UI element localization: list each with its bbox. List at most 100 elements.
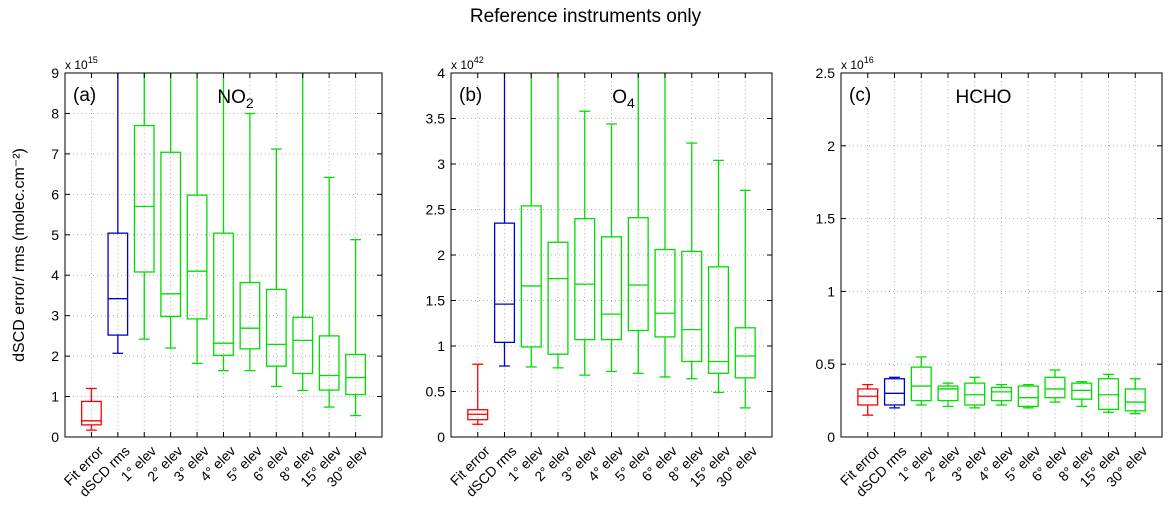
box-3 [520,73,542,368]
iqr-box [1044,376,1066,399]
iqr-box [292,316,314,375]
box-9 [1071,381,1093,408]
iqr-box [345,353,367,396]
box-8 [1044,369,1066,403]
box-1 [467,363,489,425]
y-tick-label: 3 [51,308,59,324]
box-10 [1097,373,1120,413]
species-label: HCHO [956,87,1012,108]
box-4 [547,73,569,369]
box-10 [318,176,340,408]
iqr-box [910,366,932,402]
box-10 [707,159,730,394]
y-tick-label: 2 [437,247,445,263]
box-8 [265,148,287,388]
box-4 [937,382,959,408]
y-tick-label: 3.5 [426,111,446,127]
iqr-box [990,386,1013,402]
box-7 [239,112,261,372]
panel-label: (b) [459,85,482,106]
y-tick-label: 0 [51,429,59,445]
y-tick-label: 0 [437,429,445,445]
box-9 [681,142,703,380]
box-2 [493,73,516,367]
box-7 [627,73,649,374]
panel-label: (a) [73,85,96,106]
axis-multiplier: x 1042 [451,55,484,72]
iqr-box [547,241,569,355]
y-tick-label: 7 [51,146,59,162]
panel-label: (c) [849,85,871,106]
box-2 [883,376,906,409]
y-tick-label: 9 [51,65,59,81]
y-tick-label: 0.5 [816,356,836,372]
iqr-box [318,335,340,391]
box-4 [160,73,182,349]
box-5 [574,110,596,376]
y-tick-label: 6 [51,186,59,202]
iqr-box [520,205,542,348]
iqr-box [1017,385,1039,408]
species-label: NO2 [217,87,254,111]
box-11 [345,238,367,417]
y-tick-label: 2 [51,348,59,364]
box-2 [107,73,129,354]
iqr-box [937,385,959,402]
y-tick-label: 1 [827,283,835,299]
iqr-box [574,217,596,341]
iqr-box [1071,382,1093,400]
iqr-box [1097,378,1120,410]
y-tick-label: 0 [827,429,835,445]
box-1 [857,383,879,416]
box-3 [910,356,932,406]
box-1 [80,387,102,431]
box-6 [600,123,623,373]
iqr-box [627,217,649,332]
species-label: O4 [612,87,635,111]
box-5 [186,73,208,365]
box-9 [292,73,314,392]
iqr-box [857,388,879,406]
iqr-box [707,266,730,374]
iqr-box [883,378,906,406]
y-tick-label: 1 [437,338,445,354]
y-tick-label: 5 [51,227,59,243]
iqr-box [239,281,261,350]
box-6 [213,73,234,372]
box-11 [734,189,756,409]
iqr-box [107,232,129,336]
box-8 [654,73,676,378]
iqr-box [493,222,516,344]
iqr-box [1124,388,1146,412]
y-axis-label: dSCD error/ rms (molec.cm⁻²) [11,148,28,362]
iqr-box [265,288,287,367]
iqr-box [160,151,182,318]
iqr-box [964,382,986,406]
axis-multiplier: x 1015 [65,55,98,72]
iqr-box [186,194,208,320]
chart-title: Reference instruments only [469,6,702,27]
y-tick-label: 2.5 [816,65,836,81]
iqr-box [213,232,234,356]
iqr-box [133,124,155,273]
iqr-box [600,236,623,341]
iqr-box [681,250,703,363]
box-7 [1017,383,1039,409]
y-tick-label: 2 [827,138,835,154]
iqr-box [80,400,102,426]
plot-frame [840,72,1163,438]
box-11 [1124,378,1146,415]
box-6 [990,383,1013,406]
y-tick-label: 1.5 [816,211,836,227]
axis-multiplier: x 1016 [841,55,874,72]
y-tick-label: 0.5 [426,384,446,400]
iqr-box [734,327,756,379]
iqr-box [654,248,676,338]
y-tick-label: 1 [51,389,59,405]
y-tick-label: 1.5 [426,293,446,309]
y-tick-label: 8 [51,105,59,121]
